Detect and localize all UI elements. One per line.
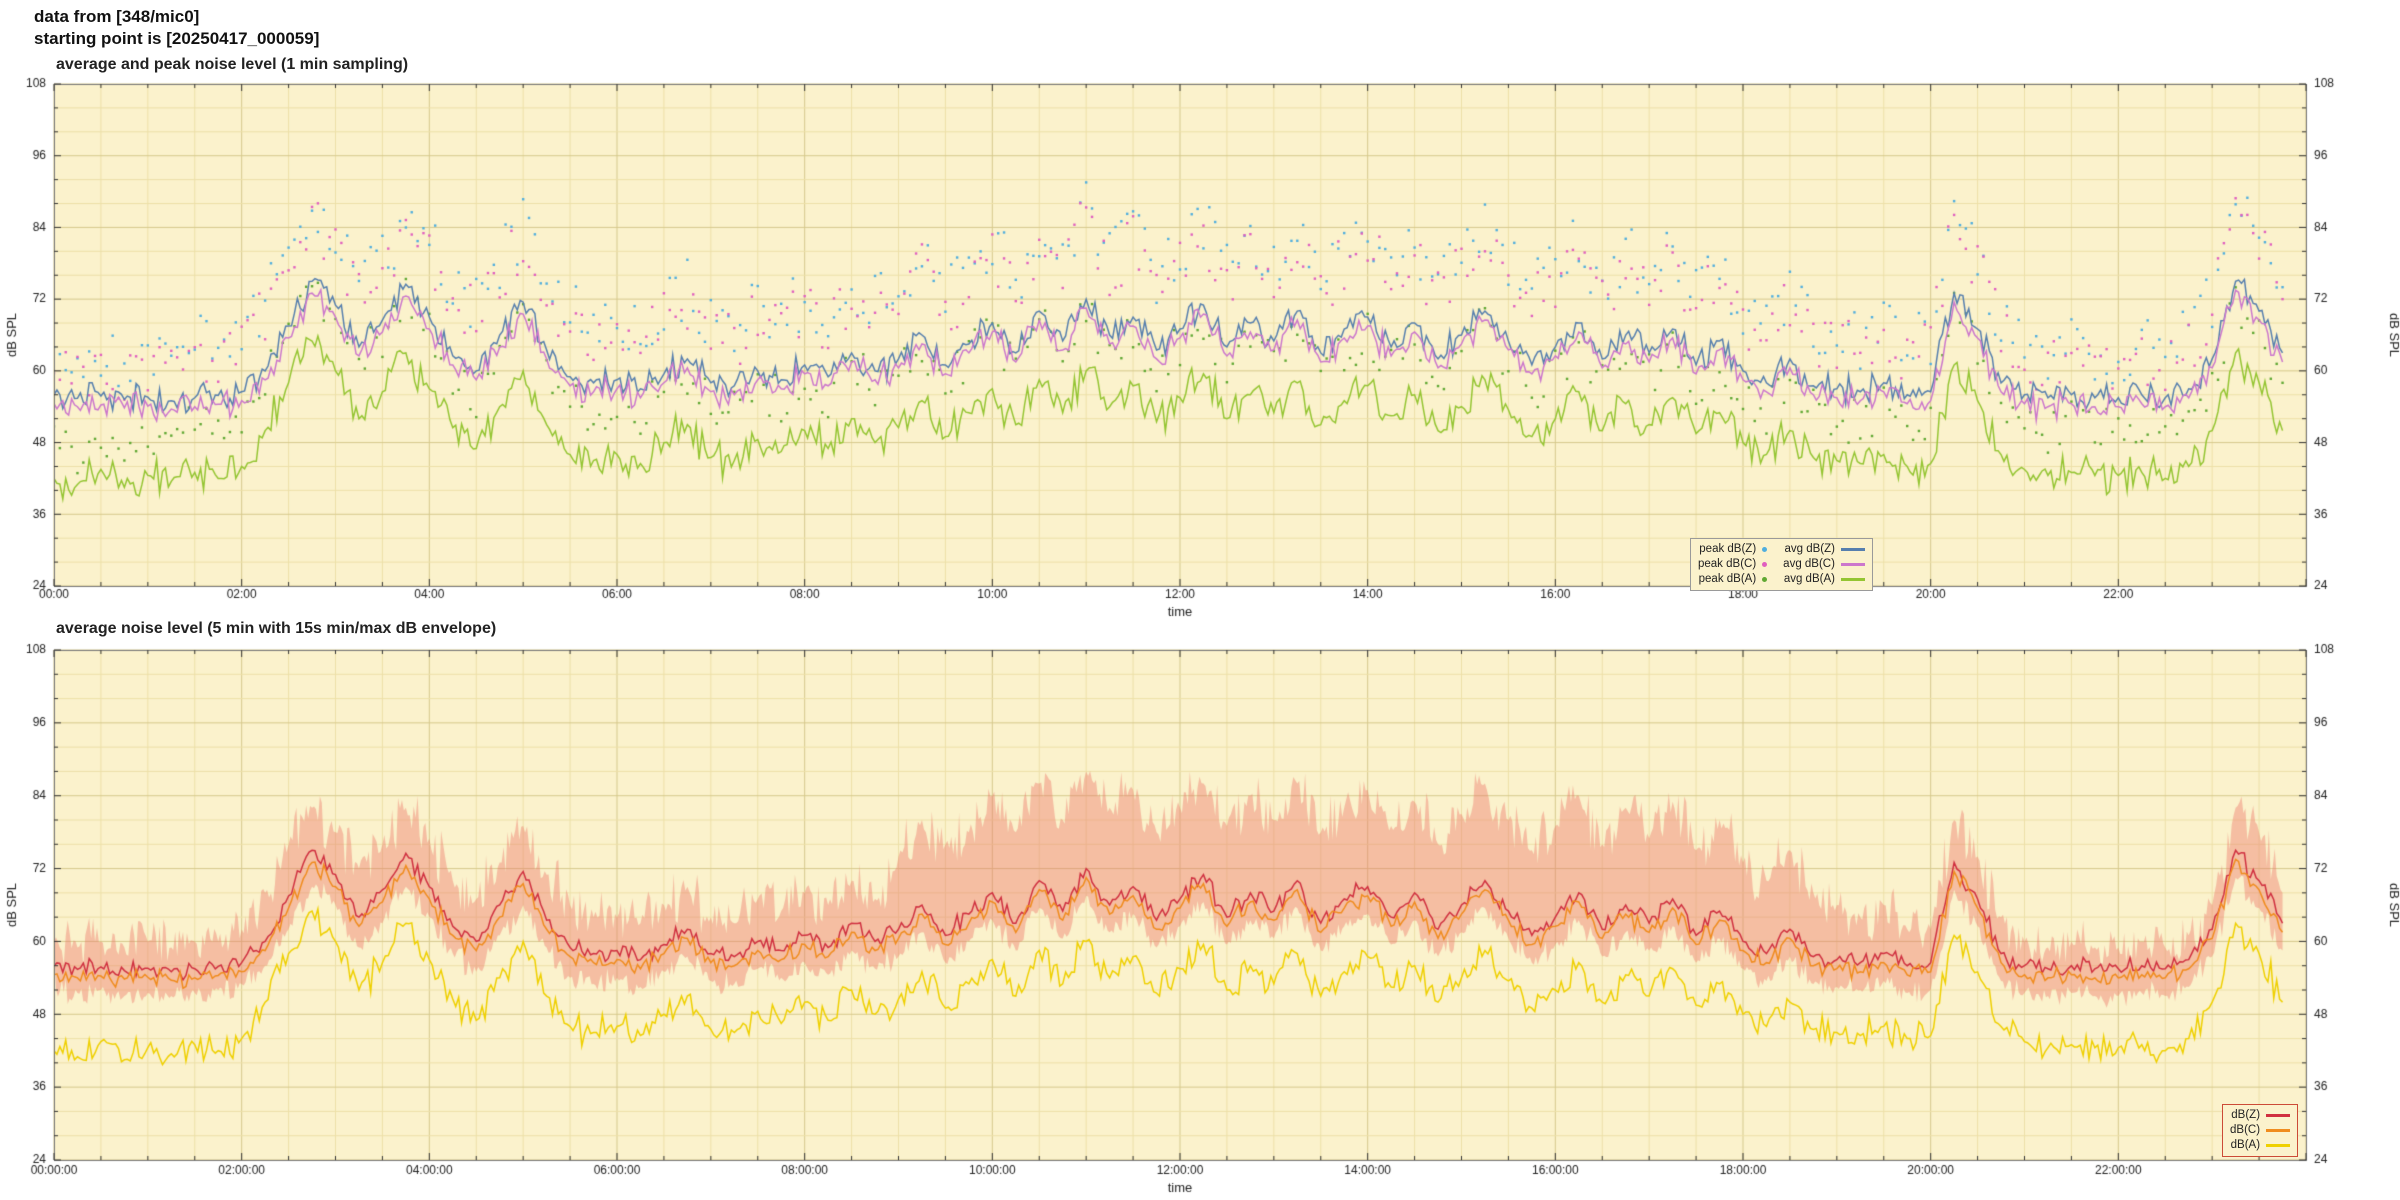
bottom-chart-title: average noise level (5 min with 15s min/… [56,620,497,637]
legend-label: avg dB(C) [1783,558,1835,570]
legend-label: peak dB(C) [1698,558,1757,570]
legend-label: dB(C) [2230,1124,2261,1136]
legend-dot-marker [1762,562,1768,567]
legend-item: avg dB(C) [1783,557,1865,572]
legend-line-marker [1840,548,1865,551]
legend-item: dB(A) [2230,1138,2291,1153]
bottom-chart-canvas [0,640,2400,1200]
legend-line-marker [2266,1129,2291,1132]
legend-item: avg dB(Z) [1783,542,1865,557]
legend-item: peak dB(A) [1698,572,1768,587]
legend-columns: dB(Z) dB(C) dB(A) [2230,1108,2291,1153]
legend-dot-marker [1762,547,1768,552]
legend-line-marker [2266,1144,2291,1147]
legend-column: peak dB(Z) peak dB(C) peak dB(A) [1698,542,1768,587]
data-header: data from [348/mic0] starting point is [… [34,6,319,50]
legend-line-marker [1840,563,1865,566]
legend-item: avg dB(A) [1783,572,1865,587]
legend-line-marker [2266,1114,2291,1117]
legend-columns: peak dB(Z) peak dB(C) peak dB(A) avg dB(Z) a… [1698,542,1865,587]
top-chart-canvas [0,70,2400,618]
top-chart-legend: peak dB(Z) peak dB(C) peak dB(A) avg dB(Z) a… [1690,538,1873,591]
legend-label: peak dB(A) [1698,573,1757,585]
header-start-line: starting point is [20250417_000059] [34,29,320,49]
legend-label: dB(A) [2230,1139,2261,1151]
legend-item: dB(C) [2230,1123,2291,1138]
legend-item: dB(Z) [2230,1108,2291,1123]
legend-item: peak dB(C) [1698,557,1768,572]
header-source-line: data from [348/mic0] [34,7,200,26]
legend-column: avg dB(Z) avg dB(C) avg dB(A) [1783,542,1865,587]
legend-label: avg dB(A) [1783,573,1835,585]
bottom-chart-legend: dB(Z) dB(C) dB(A) [2222,1104,2299,1157]
legend-label: dB(Z) [2231,1109,2261,1121]
legend-item: peak dB(Z) [1698,542,1768,557]
top-chart-title: average and peak noise level (1 min samp… [56,56,409,73]
legend-label: avg dB(Z) [1784,543,1835,555]
legend-column: dB(Z) dB(C) dB(A) [2230,1108,2291,1153]
legend-dot-marker [1762,577,1768,582]
legend-line-marker [1840,578,1865,581]
legend-label: peak dB(Z) [1699,543,1757,555]
